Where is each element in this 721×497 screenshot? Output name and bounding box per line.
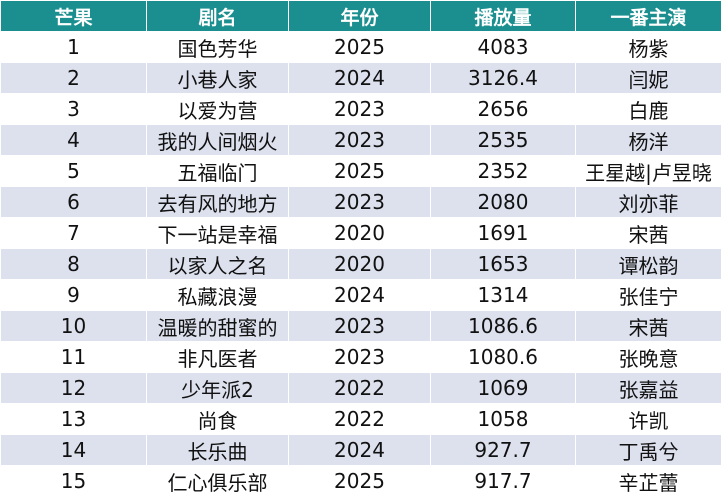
- cell-year: 2024: [289, 435, 431, 466]
- cell-year: 2024: [289, 280, 431, 311]
- header-views: 播放量: [431, 1, 576, 32]
- cell-title: 以爱为营: [147, 94, 289, 125]
- cell-year: 2023: [289, 187, 431, 218]
- cell-title: 小巷人家: [147, 63, 289, 94]
- cell-year: 2022: [289, 404, 431, 435]
- cell-title: 国色芳华: [147, 32, 289, 63]
- cell-year: 2025: [289, 156, 431, 187]
- cell-rank: 5: [1, 156, 147, 187]
- cell-lead-actor: 辛芷蕾: [576, 466, 721, 497]
- cell-title: 我的人间烟火: [147, 125, 289, 156]
- cell-views: 2535: [431, 125, 576, 156]
- cell-views: 917.7: [431, 466, 576, 497]
- cell-rank: 2: [1, 63, 147, 94]
- cell-views: 2352: [431, 156, 576, 187]
- cell-year: 2023: [289, 342, 431, 373]
- header-rank: 芒果: [1, 1, 147, 32]
- cell-rank: 1: [1, 32, 147, 63]
- cell-lead-actor: 许凯: [576, 404, 721, 435]
- cell-lead-actor: 刘亦菲: [576, 187, 721, 218]
- cell-rank: 9: [1, 280, 147, 311]
- cell-views: 3126.4: [431, 63, 576, 94]
- header-lead-actor: 一番主演: [576, 1, 721, 32]
- cell-lead-actor: 宋茜: [576, 218, 721, 249]
- header-row: 芒果 剧名 年份 播放量 一番主演: [1, 1, 721, 32]
- cell-rank: 3: [1, 94, 147, 125]
- cell-rank: 14: [1, 435, 147, 466]
- cell-title: 非凡医者: [147, 342, 289, 373]
- cell-year: 2020: [289, 249, 431, 280]
- cell-views: 4083: [431, 32, 576, 63]
- cell-lead-actor: 丁禹兮: [576, 435, 721, 466]
- cell-views: 2656: [431, 94, 576, 125]
- cell-title: 温暖的甜蜜的: [147, 311, 289, 342]
- cell-views: 1314: [431, 280, 576, 311]
- header-title: 剧名: [147, 1, 289, 32]
- cell-title: 尚食: [147, 404, 289, 435]
- cell-lead-actor: 杨紫: [576, 32, 721, 63]
- cell-rank: 4: [1, 125, 147, 156]
- cell-title: 仁心俱乐部: [147, 466, 289, 497]
- cell-rank: 12: [1, 373, 147, 404]
- cell-title: 五福临门: [147, 156, 289, 187]
- cell-rank: 13: [1, 404, 147, 435]
- cell-views: 1086.6: [431, 311, 576, 342]
- cell-views: 927.7: [431, 435, 576, 466]
- cell-year: 2025: [289, 466, 431, 497]
- cell-lead-actor: 谭松韵: [576, 249, 721, 280]
- cell-views: 1058: [431, 404, 576, 435]
- cell-year: 2023: [289, 125, 431, 156]
- cell-views: 1691: [431, 218, 576, 249]
- cell-year: 2023: [289, 311, 431, 342]
- cell-views: 1069: [431, 373, 576, 404]
- cell-rank: 6: [1, 187, 147, 218]
- cell-year: 2023: [289, 94, 431, 125]
- cell-views: 1080.6: [431, 342, 576, 373]
- cell-lead-actor: 张嘉益: [576, 373, 721, 404]
- cell-lead-actor: 王星越|卢昱晓: [576, 156, 721, 187]
- cell-year: 2020: [289, 218, 431, 249]
- cell-rank: 8: [1, 249, 147, 280]
- cell-rank: 10: [1, 311, 147, 342]
- cell-lead-actor: 张佳宁: [576, 280, 721, 311]
- cell-views: 1653: [431, 249, 576, 280]
- cell-title: 少年派2: [147, 373, 289, 404]
- cell-lead-actor: 张晚意: [576, 342, 721, 373]
- cell-lead-actor: 杨洋: [576, 125, 721, 156]
- cell-year: 2024: [289, 63, 431, 94]
- cell-lead-actor: 闫妮: [576, 63, 721, 94]
- cell-year: 2025: [289, 32, 431, 63]
- cell-title: 以家人之名: [147, 249, 289, 280]
- cell-title: 私藏浪漫: [147, 280, 289, 311]
- cell-title: 下一站是幸福: [147, 218, 289, 249]
- cell-title: 长乐曲: [147, 435, 289, 466]
- cell-lead-actor: 宋茜: [576, 311, 721, 342]
- cell-lead-actor: 白鹿: [576, 94, 721, 125]
- cell-title: 去有风的地方: [147, 187, 289, 218]
- cell-year: 2022: [289, 373, 431, 404]
- cell-rank: 15: [1, 466, 147, 497]
- cell-rank: 11: [1, 342, 147, 373]
- cell-views: 2080: [431, 187, 576, 218]
- table-header: 芒果 剧名 年份 播放量 一番主演: [1, 1, 721, 32]
- cell-rank: 7: [1, 218, 147, 249]
- header-year: 年份: [289, 1, 431, 32]
